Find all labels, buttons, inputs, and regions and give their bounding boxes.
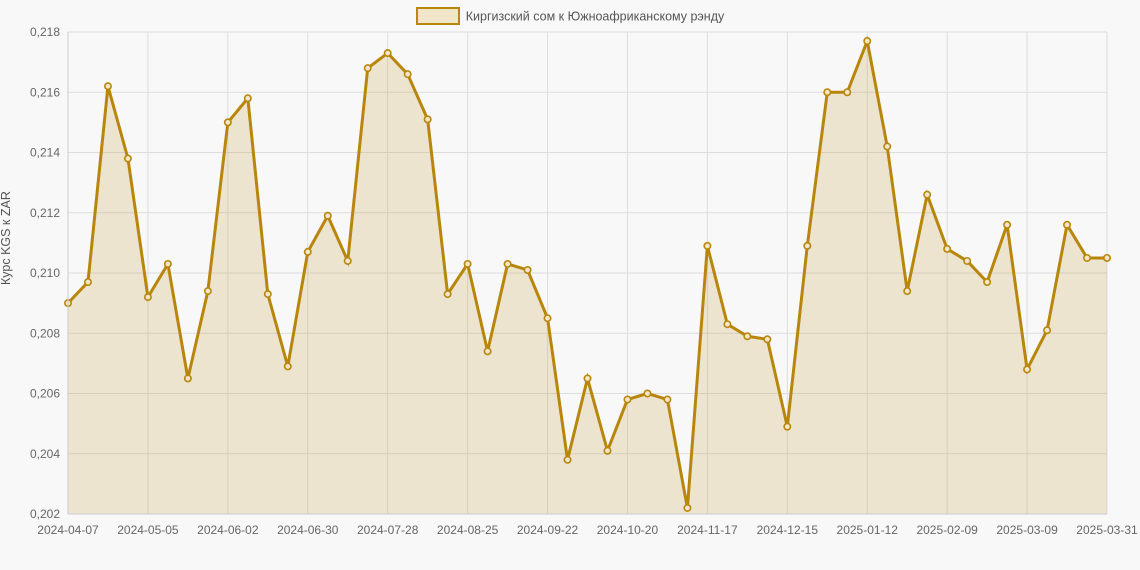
svg-text:0,202: 0,202 — [30, 507, 60, 521]
svg-text:2024-08-25: 2024-08-25 — [437, 523, 499, 537]
svg-text:2024-05-05: 2024-05-05 — [117, 523, 179, 537]
svg-text:0,210: 0,210 — [30, 266, 60, 280]
svg-text:2025-03-09: 2025-03-09 — [996, 523, 1058, 537]
svg-text:0,214: 0,214 — [30, 146, 60, 160]
svg-text:0,218: 0,218 — [30, 25, 60, 39]
svg-text:0,216: 0,216 — [30, 85, 60, 99]
svg-text:2024-04-07: 2024-04-07 — [37, 523, 99, 537]
svg-text:2024-07-28: 2024-07-28 — [357, 523, 419, 537]
svg-text:2024-12-15: 2024-12-15 — [757, 523, 819, 537]
svg-text:0,206: 0,206 — [30, 387, 60, 401]
svg-text:0,208: 0,208 — [30, 326, 60, 340]
svg-text:2024-09-22: 2024-09-22 — [517, 523, 579, 537]
svg-text:2025-02-09: 2025-02-09 — [916, 523, 978, 537]
svg-text:2024-11-17: 2024-11-17 — [677, 523, 738, 537]
svg-text:2024-10-20: 2024-10-20 — [597, 523, 659, 537]
svg-text:2024-06-30: 2024-06-30 — [277, 523, 339, 537]
svg-text:2024-06-02: 2024-06-02 — [197, 523, 259, 537]
svg-text:0,204: 0,204 — [30, 447, 60, 461]
svg-text:2025-03-31: 2025-03-31 — [1076, 523, 1138, 537]
svg-text:0,212: 0,212 — [30, 206, 60, 220]
svg-text:2025-01-12: 2025-01-12 — [837, 523, 899, 537]
